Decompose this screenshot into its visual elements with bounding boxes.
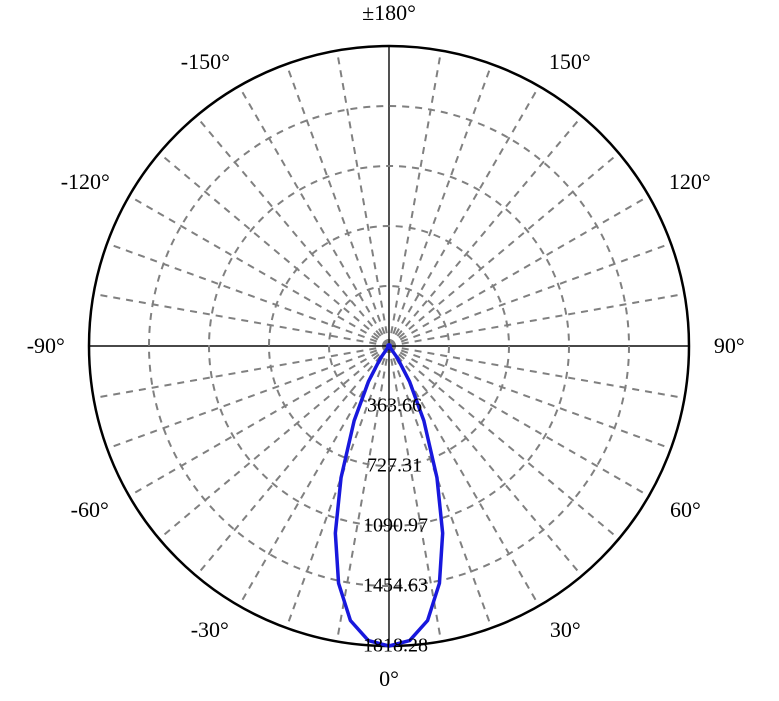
angular-tick-label: -120° [61,169,110,195]
radial-tick-label: 1090.97 [363,515,428,538]
angular-tick-label: 30° [550,617,581,643]
angular-tick-label: -60° [71,497,109,523]
angular-tick-label: -150° [181,49,230,75]
angular-tick-label: 120° [669,169,711,195]
angular-tick-label: ±180° [362,0,416,26]
angular-tick-label: -90° [27,333,65,359]
angular-tick-label: 60° [670,497,701,523]
radial-tick-label: 727.31 [367,455,422,478]
radial-tick-label: 363.66 [367,395,422,418]
radial-tick-label: 1454.63 [363,575,428,598]
angular-tick-label: 0° [379,666,399,692]
radial-tick-label: 1818.28 [363,635,428,658]
angular-tick-label: -30° [191,617,229,643]
angular-tick-label: 150° [549,49,591,75]
origin-dot [386,343,392,349]
angular-tick-label: 90° [714,333,745,359]
polar-chart: 0° 30° 60° 90° 120° 150° ±180° -150° -120° -90° -6… [0,0,779,701]
